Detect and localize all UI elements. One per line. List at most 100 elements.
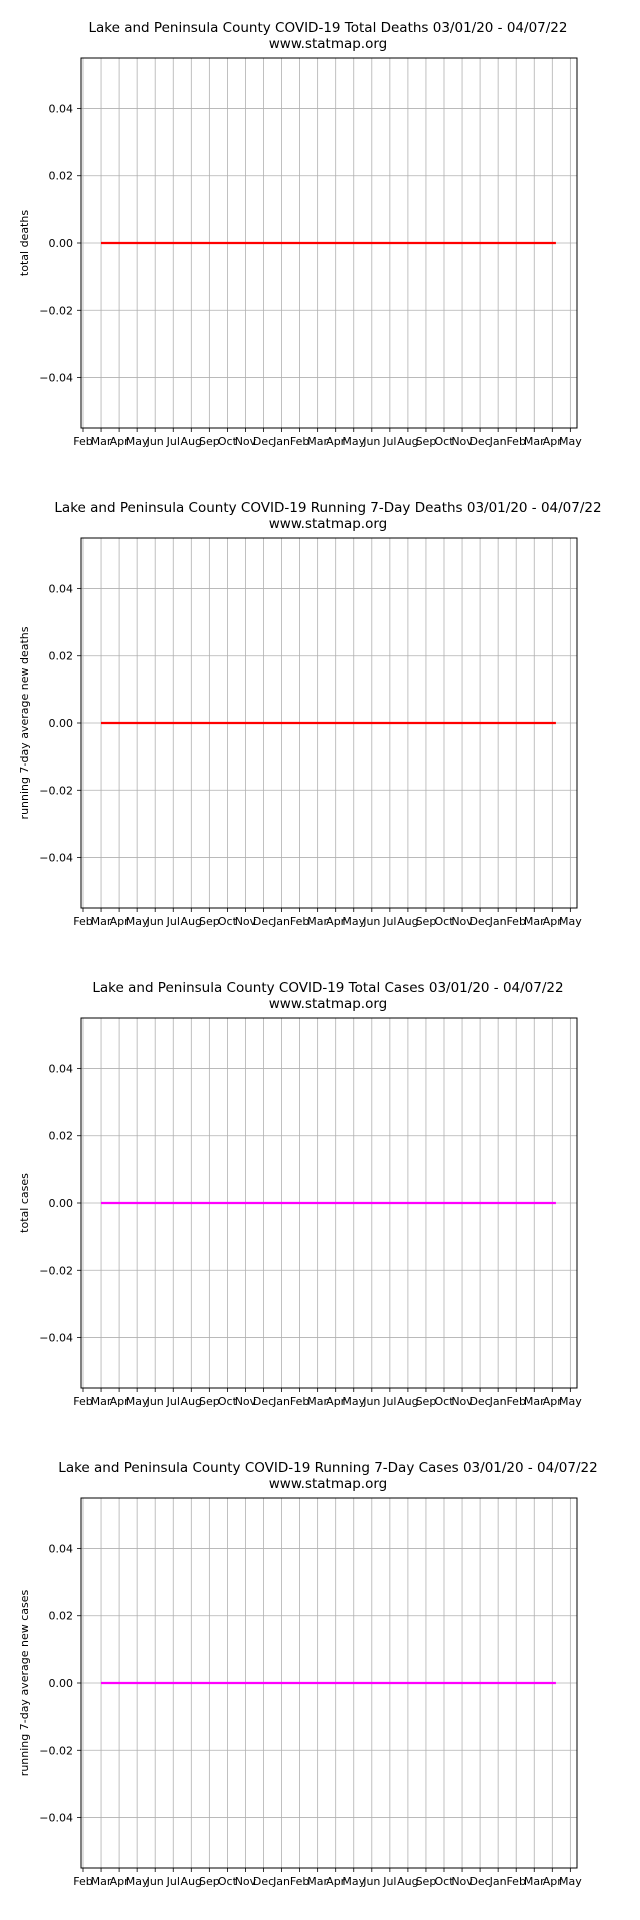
x-tick-label: Feb <box>290 1395 309 1408</box>
x-tick-label: Jan <box>489 915 507 928</box>
chart-title: Lake and Peninsula County COVID-19 Total… <box>92 980 563 996</box>
x-tick-label: May <box>559 435 582 448</box>
x-tick-label: Sep <box>199 1395 220 1408</box>
x-tick-label: May <box>126 1875 149 1888</box>
x-tick-label: Mar <box>307 915 328 928</box>
x-tick-label: Aug <box>397 1875 418 1888</box>
x-tick-label: Oct <box>218 1875 238 1888</box>
x-tick-label: Apr <box>543 1875 563 1888</box>
x-tick-label: Mar <box>307 435 328 448</box>
x-tick-label: Feb <box>290 915 309 928</box>
x-tick-label: Oct <box>218 435 238 448</box>
x-tick-label: Sep <box>199 1875 220 1888</box>
x-tick-label: Jul <box>166 435 180 448</box>
y-tick-label: 0.02 <box>49 170 74 183</box>
y-tick-label: −0.02 <box>39 784 73 797</box>
x-tick-label: Oct <box>434 1395 454 1408</box>
x-tick-label: Dec <box>469 1875 490 1888</box>
x-tick-label: Oct <box>218 915 238 928</box>
x-tick-label: Mar <box>307 1875 328 1888</box>
x-tick-label: May <box>126 915 149 928</box>
x-tick-label: Jul <box>166 915 180 928</box>
x-tick-label: Aug <box>181 435 202 448</box>
x-tick-label: Apr <box>326 1395 346 1408</box>
x-tick-label: Mar <box>524 1395 545 1408</box>
y-axis-label: running 7-day average new cases <box>18 1590 31 1777</box>
x-tick-label: Jun <box>146 1875 164 1888</box>
x-tick-label: Jan <box>272 435 290 448</box>
x-tick-label: Jul <box>382 435 396 448</box>
x-tick-label: Jul <box>166 1875 180 1888</box>
x-tick-label: Aug <box>181 915 202 928</box>
x-tick-label: Mar <box>91 1875 112 1888</box>
x-tick-label: Apr <box>110 435 130 448</box>
chart-title: Lake and Peninsula County COVID-19 Runni… <box>58 1460 597 1476</box>
y-tick-label: −0.04 <box>39 372 73 385</box>
x-tick-label: Apr <box>543 1395 563 1408</box>
x-tick-label: May <box>342 1875 365 1888</box>
x-tick-label: Jul <box>166 1395 180 1408</box>
x-tick-label: Nov <box>451 915 473 928</box>
chart-subtitle: www.statmap.org <box>269 36 388 52</box>
y-axis-label: total deaths <box>18 210 31 276</box>
x-tick-label: Feb <box>73 915 92 928</box>
x-tick-label: Jul <box>382 1875 396 1888</box>
x-tick-label: Feb <box>506 915 525 928</box>
x-tick-label: May <box>342 435 365 448</box>
x-tick-label: Sep <box>416 1875 437 1888</box>
x-tick-label: Mar <box>307 1395 328 1408</box>
x-tick-label: May <box>126 435 149 448</box>
x-tick-label: Apr <box>110 1395 130 1408</box>
x-tick-label: Dec <box>469 435 490 448</box>
x-tick-label: May <box>559 1395 582 1408</box>
x-tick-label: Feb <box>73 435 92 448</box>
plot-frame <box>80 1497 578 1869</box>
x-tick-label: Nov <box>451 1875 473 1888</box>
x-tick-label: Jan <box>489 435 507 448</box>
x-tick-label: Mar <box>91 435 112 448</box>
x-tick-label: Feb <box>290 1875 309 1888</box>
x-tick-label: May <box>126 1395 149 1408</box>
x-tick-label: Apr <box>543 915 563 928</box>
x-tick-label: Apr <box>110 1875 130 1888</box>
x-tick-label: Jun <box>146 435 164 448</box>
chart-title: Lake and Peninsula County COVID-19 Total… <box>89 20 568 36</box>
x-tick-label: Nov <box>451 435 473 448</box>
chart-panel-1: Lake and Peninsula County COVID-19 Total… <box>18 20 582 448</box>
x-tick-label: Oct <box>434 1875 454 1888</box>
x-tick-label: Feb <box>73 1395 92 1408</box>
x-tick-label: Feb <box>506 1875 525 1888</box>
x-tick-label: Nov <box>451 1395 473 1408</box>
x-tick-label: Jun <box>362 1875 380 1888</box>
x-tick-label: Jun <box>362 435 380 448</box>
x-tick-label: Feb <box>506 1395 525 1408</box>
x-tick-label: Aug <box>397 435 418 448</box>
chart-subtitle: www.statmap.org <box>269 516 388 532</box>
x-tick-label: Oct <box>218 1395 238 1408</box>
x-tick-label: Dec <box>253 915 274 928</box>
y-tick-label: −0.04 <box>39 852 73 865</box>
x-tick-label: Jul <box>382 1395 396 1408</box>
x-tick-label: Mar <box>91 915 112 928</box>
plot-frame <box>80 57 578 429</box>
x-tick-label: Oct <box>434 435 454 448</box>
x-tick-label: Apr <box>110 915 130 928</box>
y-tick-label: −0.02 <box>39 1744 73 1757</box>
x-tick-label: May <box>342 1395 365 1408</box>
x-tick-label: Aug <box>397 915 418 928</box>
y-tick-label: 0.04 <box>49 1542 74 1555</box>
chart-subtitle: www.statmap.org <box>269 1476 388 1492</box>
y-tick-label: 0.02 <box>49 650 74 663</box>
y-tick-label: −0.02 <box>39 304 73 317</box>
x-tick-label: Mar <box>91 1395 112 1408</box>
y-tick-label: 0.04 <box>49 102 74 115</box>
x-tick-label: Feb <box>73 1875 92 1888</box>
x-tick-label: Dec <box>469 1395 490 1408</box>
chart-title: Lake and Peninsula County COVID-19 Runni… <box>54 500 601 516</box>
x-tick-label: Jan <box>272 1395 290 1408</box>
x-tick-label: May <box>342 915 365 928</box>
y-tick-label: −0.04 <box>39 1332 73 1345</box>
chart-subtitle: www.statmap.org <box>269 996 388 1012</box>
x-tick-label: Jul <box>382 915 396 928</box>
